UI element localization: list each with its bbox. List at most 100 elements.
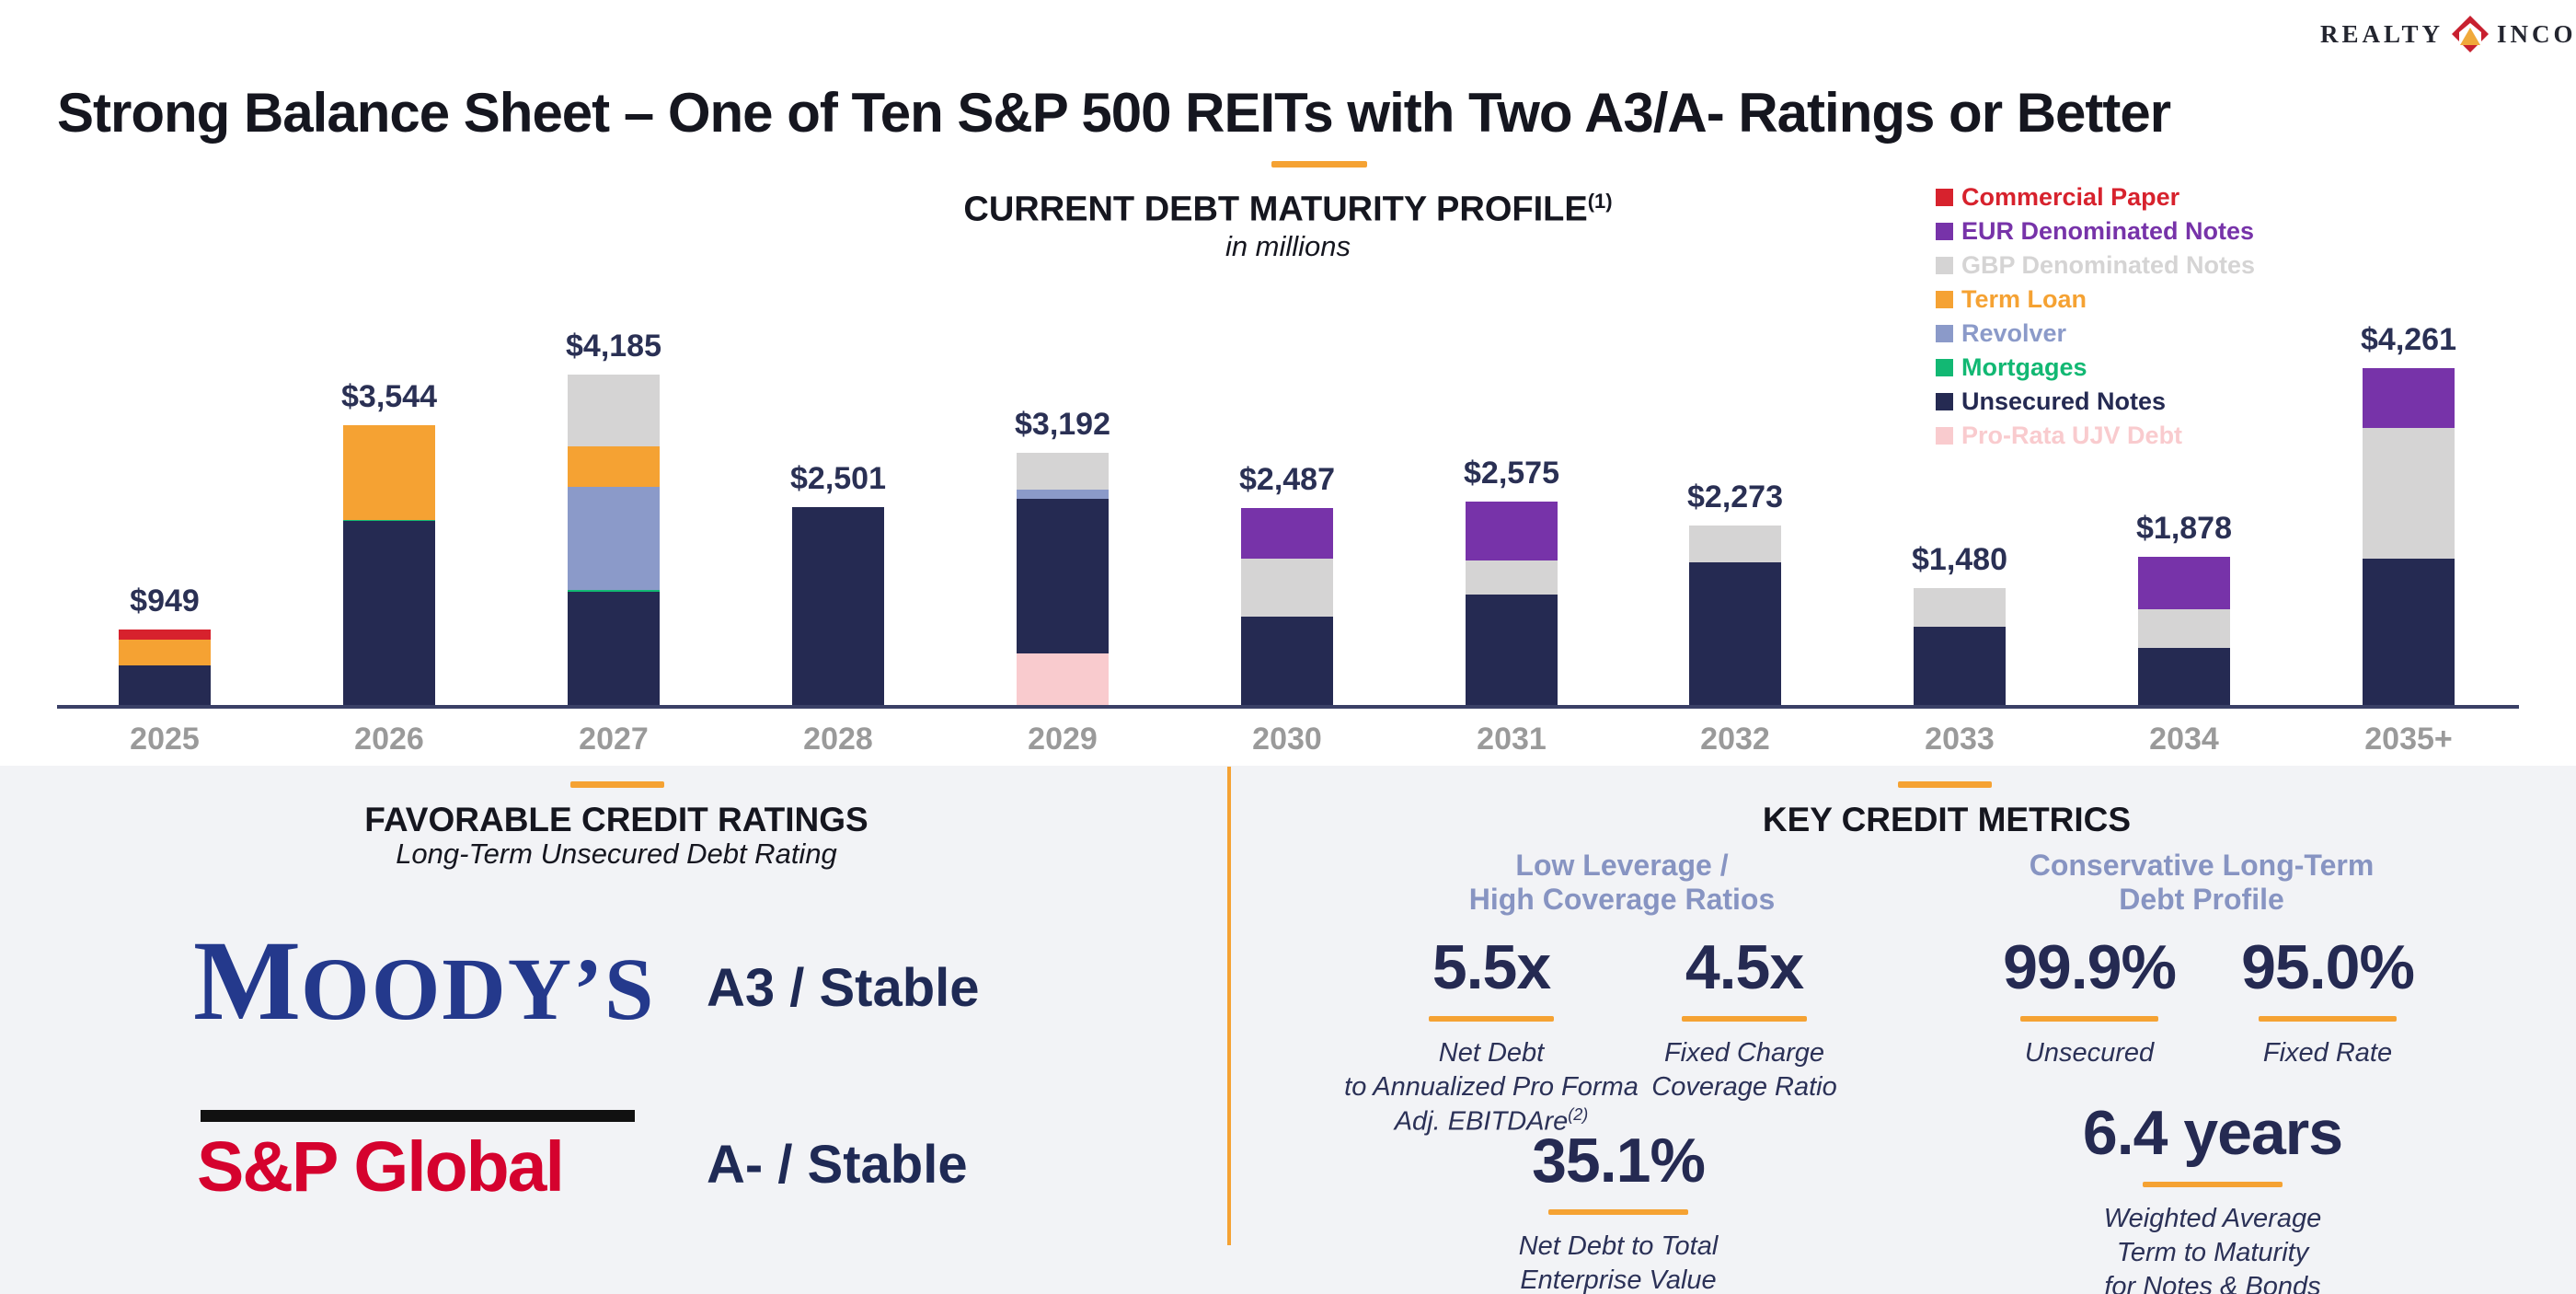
- axis-label-2029: 2029: [1028, 722, 1098, 757]
- logo-text-income: INCOME: [2497, 19, 2576, 48]
- metric-value: 6.4 years: [2082, 1098, 2343, 1168]
- page-title: Strong Balance Sheet – One of Ten S&P 50…: [57, 82, 2171, 144]
- bar-2025-unsecured-notes: [119, 665, 211, 705]
- bar-2029-pro-rata-ujv-debt: [1017, 653, 1109, 705]
- bar-total-label-2026: $3,544: [341, 378, 437, 414]
- legend-item-revolver: Revolver: [1936, 317, 2451, 351]
- legend-item-gbp-denominated-notes: GBP Denominated Notes: [1936, 248, 2451, 283]
- bar-2027-mortgages: [568, 590, 660, 593]
- metric-caption: Net Debt to Annualized Pro Forma Adj. EB…: [1344, 1038, 1639, 1137]
- legend-swatch-icon: [1936, 359, 1953, 376]
- bar-total-label-2031: $2,575: [1464, 455, 1559, 491]
- legend-swatch-icon: [1936, 427, 1953, 445]
- bar-2034-unsecured-notes: [2138, 647, 2230, 705]
- metrics-right-group-heading: Conservative Long-Term Debt Profile: [2029, 849, 2375, 916]
- sp-logo-bar: [201, 1110, 635, 1122]
- sp-rating: A- / Stable: [707, 1135, 968, 1195]
- legend-label: Unsecured Notes: [1961, 387, 2167, 415]
- metrics-heading: KEY CREDIT METRICS: [1762, 801, 2132, 838]
- metric-underline: [2143, 1182, 2283, 1187]
- sp-global-logo: S&P Global: [197, 1127, 565, 1207]
- bar-2027-term-loan: [568, 446, 660, 487]
- axis-label-2034: 2034: [2149, 722, 2219, 757]
- chart-title-footnote: (1): [1587, 190, 1613, 213]
- bar-2027-unsecured-notes: [568, 592, 660, 705]
- bar-2030-gbp-denominated-notes: [1241, 558, 1333, 618]
- metric-underline: [2259, 1016, 2397, 1022]
- bar-2027-gbp-denominated-notes: [568, 374, 660, 447]
- bar-2026-term-loan: [343, 424, 435, 520]
- chart-legend: Commercial Paper EUR Denominated Notes GBP…: [1936, 180, 2451, 453]
- bar-2033-unsecured-notes: [1914, 626, 2006, 705]
- metric-caption: Fixed Charge Coverage Ratio: [1651, 1038, 1837, 1103]
- bar-2029-revolver: [1017, 490, 1109, 500]
- bar-2035--eur-denominated-notes: [2363, 367, 2455, 429]
- debt-maturity-chart: $949 2025 $3,544 2026 $4,185 2027 $2,501 2028 $3…: [119, 321, 2456, 757]
- bar-total-label-2035-: $4,261: [2361, 321, 2456, 357]
- legend-label: Commercial Paper: [1961, 183, 2180, 211]
- axis-label-2025: 2025: [130, 722, 200, 757]
- metric-value: 95.0%: [2241, 932, 2415, 1002]
- bar-2026-unsecured-notes: [343, 520, 435, 705]
- metric-fixed-rate-pct: 95.0% Fixed Rate: [2042, 931, 2576, 1070]
- legend-swatch-icon: [1936, 189, 1953, 206]
- logo-text-realty: REALTY: [2320, 19, 2444, 48]
- section-divider: [1227, 767, 1231, 1245]
- bar-2034-eur-denominated-notes: [2138, 556, 2230, 610]
- bar-total-label-2032: $2,273: [1687, 479, 1783, 514]
- axis-label-2026: 2026: [354, 722, 424, 757]
- axis-label-2027: 2027: [579, 722, 649, 757]
- metrics-accent-dash: [1898, 781, 1992, 788]
- moodys-logo: MOODY’S: [193, 918, 656, 1044]
- axis-label-2030: 2030: [1252, 722, 1322, 757]
- axis-label-2033: 2033: [1925, 722, 1995, 757]
- bar-total-label-2033: $1,480: [1912, 541, 2007, 577]
- bar-2032-unsecured-notes: [1689, 562, 1781, 705]
- chart-title: CURRENT DEBT MATURITY PROFILE(1): [963, 190, 1613, 229]
- legend-swatch-icon: [1936, 291, 1953, 308]
- bar-2025-commercial-paper: [119, 630, 211, 640]
- legend-swatch-icon: [1936, 325, 1953, 342]
- bar-total-label-2030: $2,487: [1239, 462, 1335, 498]
- axis-label-2028: 2028: [803, 722, 873, 757]
- bar-2034-gbp-denominated-notes: [2138, 609, 2230, 648]
- metric-value: 99.9%: [2003, 932, 2177, 1002]
- bar-2031-unsecured-notes: [1466, 594, 1558, 705]
- x-axis-line: [57, 705, 2519, 709]
- bar-total-label-2029: $3,192: [1015, 406, 1110, 442]
- bar-total-label-2034: $1,878: [2136, 510, 2232, 546]
- metric-underline: [1682, 1016, 1807, 1022]
- legend-item-commercial-paper: Commercial Paper: [1936, 180, 2451, 214]
- bar-2026-mortgages: [343, 519, 435, 521]
- house-diamond-icon: [2451, 15, 2490, 53]
- legend-label: EUR Denominated Notes: [1961, 217, 2255, 245]
- bar-2031-gbp-denominated-notes: [1466, 560, 1558, 595]
- legend-item-eur-denominated-notes: EUR Denominated Notes: [1936, 214, 2451, 248]
- metrics-left-group-heading: Low Leverage / High Coverage Ratios: [1468, 849, 1776, 916]
- axis-label-2035-: 2035+: [2364, 722, 2453, 757]
- bar-2029-gbp-denominated-notes: [1017, 452, 1109, 491]
- bar-total-label-2025: $949: [130, 583, 200, 619]
- bar-2033-gbp-denominated-notes: [1914, 587, 2006, 627]
- legend-swatch-icon: [1936, 393, 1953, 410]
- bar-2035--unsecured-notes: [2363, 558, 2455, 705]
- ratings-heading: FAVORABLE CREDIT RATINGS: [364, 801, 868, 838]
- legend-item-term-loan: Term Loan: [1936, 283, 2451, 317]
- bar-2029-unsecured-notes: [1017, 499, 1109, 653]
- metric-value: 4.5x: [1685, 932, 1804, 1002]
- legend-item-mortgages: Mortgages: [1936, 351, 2451, 385]
- ratings-subheading: Long-Term Unsecured Debt Rating: [396, 838, 837, 870]
- bar-2030-unsecured-notes: [1241, 617, 1333, 705]
- legend-label: Term Loan: [1961, 285, 2087, 313]
- metric-caption: Weighted Average Term to Maturity for No…: [2103, 1204, 2322, 1294]
- metric-caption: Net Debt to Total Enterprise Value: [1518, 1231, 1719, 1294]
- metric-unsecured-pct: 99.9% Unsecured: [1804, 931, 2375, 1070]
- metric-footnote: (2): [1568, 1105, 1589, 1125]
- metric-fixed-charge-coverage: 4.5x Fixed Charge Coverage Ratio: [1459, 931, 2030, 1104]
- bar-2031-eur-denominated-notes: [1466, 501, 1558, 560]
- metric-weighted-avg-term: 6.4 years Weighted Average Term to Matur…: [1927, 1097, 2498, 1294]
- ratings-accent-dash: [570, 781, 664, 788]
- realty-income-logo: REALTY INCOME: [2320, 15, 2576, 53]
- axis-label-2032: 2032: [1700, 722, 1770, 757]
